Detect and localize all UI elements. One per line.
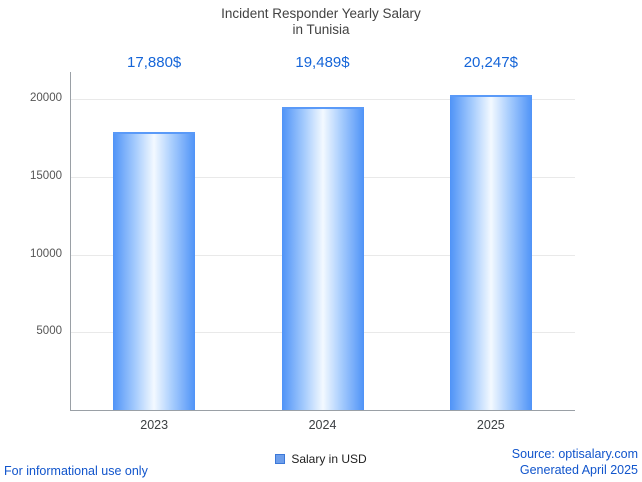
- y-axis-tick-20000: 20000: [30, 92, 62, 104]
- gridline-20000: [71, 99, 575, 100]
- disclaimer-text: For informational use only: [4, 464, 148, 478]
- bar-2025: [449, 95, 532, 410]
- x-axis-line: [70, 410, 575, 411]
- bar-value-label-2023: 17,880$: [127, 54, 182, 71]
- legend-swatch-icon: [275, 454, 286, 464]
- bar-2024: [281, 106, 364, 410]
- y-axis-tick-5000: 5000: [36, 325, 62, 338]
- generated-line: Generated April 2025: [519, 463, 638, 477]
- y-axis-tick-15000: 15000: [30, 169, 62, 182]
- chart-title-line1: Incident Responder Yearly Salary: [221, 6, 421, 21]
- chart-title: Incident Responder Yearly Salary in Tuni…: [0, 6, 642, 38]
- bar-value-label-2024: 19,489$: [295, 54, 350, 71]
- x-axis-label-2023: 2023: [140, 418, 169, 432]
- chart-title-line2: in Tunisia: [292, 22, 350, 37]
- x-axis-label-2024: 2024: [308, 418, 337, 432]
- bar-2023: [113, 131, 196, 410]
- bar-value-label-2025: 20,247$: [463, 54, 518, 71]
- legend: Salary in USD: [0, 452, 642, 466]
- legend-label: Salary in USD: [291, 452, 367, 466]
- y-axis-tick-10000: 10000: [30, 247, 62, 260]
- x-axis-label-2025: 2025: [476, 418, 505, 432]
- source-line: Source: optisalary.com: [511, 447, 638, 461]
- y-axis-line: [70, 72, 71, 410]
- source-info: Source: optisalary.com Generated April 2…: [512, 446, 638, 478]
